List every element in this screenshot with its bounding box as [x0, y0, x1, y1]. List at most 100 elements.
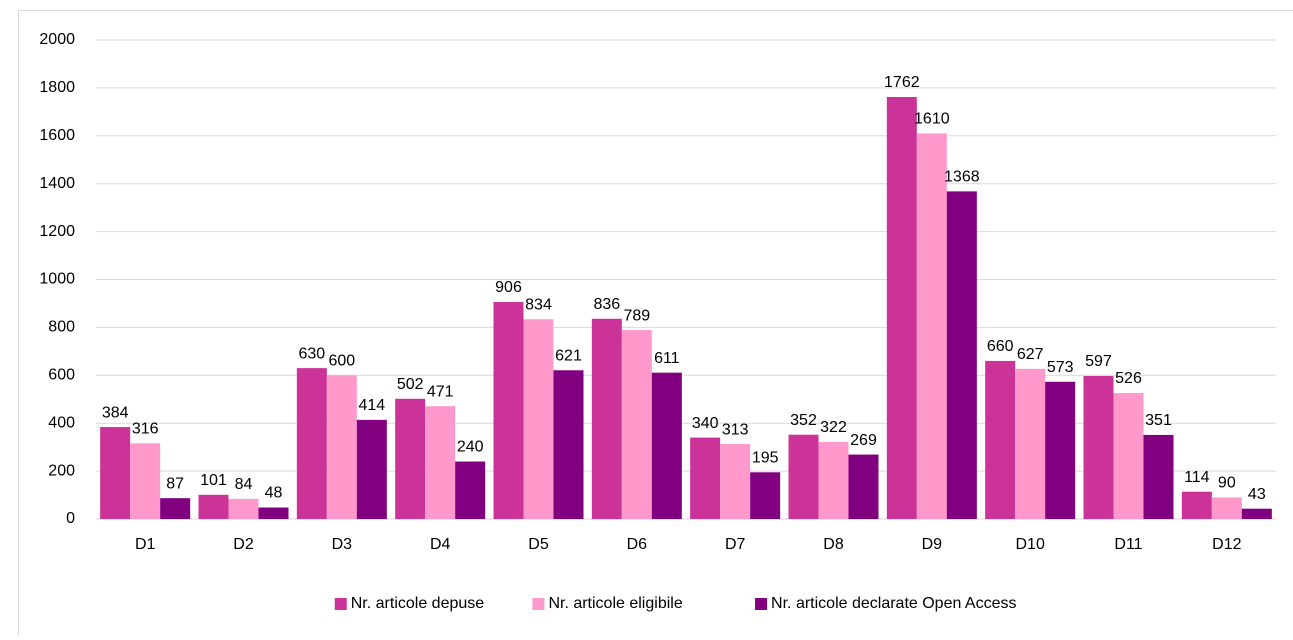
bar — [100, 427, 130, 519]
y-tick-label: 800 — [48, 319, 75, 336]
data-label: 621 — [555, 347, 582, 364]
bar — [1015, 369, 1045, 519]
data-label: 600 — [328, 353, 355, 370]
data-label: 526 — [1115, 370, 1142, 387]
bar — [1045, 382, 1075, 519]
bar — [622, 330, 652, 519]
data-label: 597 — [1085, 353, 1112, 370]
y-tick-label: 1200 — [39, 223, 75, 240]
data-label: 906 — [495, 279, 522, 296]
bar — [985, 361, 1015, 519]
x-tick-label: D5 — [528, 536, 549, 553]
data-label: 834 — [525, 296, 552, 313]
bar — [789, 435, 819, 519]
bar — [917, 133, 947, 519]
data-label: 340 — [692, 415, 719, 432]
bar — [592, 319, 622, 519]
y-tick-label: 200 — [48, 462, 75, 479]
y-tick-label: 400 — [48, 414, 75, 431]
data-label: 502 — [397, 376, 424, 393]
bar — [1114, 393, 1144, 519]
y-tick-label: 2000 — [39, 31, 75, 48]
data-label: 114 — [1184, 469, 1210, 486]
bar — [947, 191, 977, 519]
legend-label: Nr. articole declarate Open Access — [771, 595, 1016, 612]
data-label: 471 — [427, 383, 454, 400]
y-tick-label: 1000 — [39, 271, 75, 288]
data-label: 195 — [752, 450, 779, 467]
data-label: 660 — [987, 338, 1014, 355]
x-tick-label: D6 — [627, 536, 648, 553]
data-label: 352 — [790, 412, 817, 429]
bar — [455, 462, 485, 519]
data-label: 101 — [200, 472, 227, 489]
bar — [395, 399, 425, 519]
y-tick-label: 0 — [66, 510, 75, 527]
data-label: 351 — [1145, 412, 1172, 429]
bar — [1242, 509, 1272, 519]
data-label: 1762 — [884, 74, 920, 91]
x-tick-label: D2 — [233, 536, 254, 553]
data-label: 84 — [235, 476, 253, 493]
data-label: 573 — [1047, 359, 1074, 376]
bar — [494, 302, 524, 519]
bar — [849, 455, 879, 519]
bar — [1182, 492, 1212, 519]
data-label: 313 — [722, 421, 749, 438]
bar — [690, 438, 720, 519]
data-label: 1610 — [914, 111, 950, 128]
legend-swatch — [532, 598, 544, 610]
data-label: 384 — [102, 404, 129, 421]
data-label: 836 — [593, 296, 620, 313]
bar — [720, 444, 750, 519]
data-label: 1368 — [944, 169, 980, 186]
bar — [750, 472, 780, 519]
x-tick-label: D1 — [135, 536, 156, 553]
data-label: 322 — [820, 419, 847, 436]
legend-swatch — [335, 598, 347, 610]
bar — [554, 370, 584, 519]
data-label: 269 — [850, 432, 877, 449]
bar — [229, 499, 259, 519]
data-label: 627 — [1017, 346, 1044, 363]
data-label: 240 — [457, 439, 484, 456]
bar — [1084, 376, 1114, 519]
data-label: 90 — [1218, 475, 1236, 492]
x-tick-label: D11 — [1114, 536, 1142, 553]
legend-label: Nr. articole eligibile — [548, 595, 682, 612]
bar — [887, 97, 917, 519]
legend-swatch — [755, 598, 767, 610]
data-label: 43 — [1248, 486, 1266, 503]
data-label: 316 — [132, 421, 159, 438]
data-label: 789 — [623, 307, 650, 324]
bar — [425, 406, 455, 519]
bar — [524, 319, 554, 519]
y-tick-label: 600 — [48, 367, 75, 384]
y-tick-label: 1600 — [39, 127, 75, 144]
data-label: 414 — [358, 397, 385, 414]
bar — [297, 368, 327, 519]
chart-frame — [19, 11, 1293, 636]
x-tick-label: D10 — [1015, 536, 1044, 553]
y-tick-label: 1400 — [39, 175, 75, 192]
bar — [357, 420, 387, 519]
x-tick-label: D3 — [332, 536, 353, 553]
x-tick-label: D9 — [922, 536, 943, 553]
x-tick-label: D8 — [823, 536, 844, 553]
data-label: 611 — [654, 350, 680, 367]
bar — [1144, 435, 1174, 519]
legend-label: Nr. articole depuse — [351, 595, 485, 612]
y-tick-label: 1800 — [39, 79, 75, 96]
bar — [130, 443, 160, 519]
x-tick-label: D12 — [1212, 536, 1241, 553]
bar — [199, 495, 229, 519]
bar — [652, 373, 682, 519]
bar — [160, 498, 190, 519]
bar — [327, 375, 357, 519]
bar — [259, 508, 289, 519]
bar — [1212, 497, 1242, 519]
bar — [819, 442, 849, 519]
data-label: 48 — [265, 485, 283, 502]
data-label: 630 — [298, 345, 325, 362]
